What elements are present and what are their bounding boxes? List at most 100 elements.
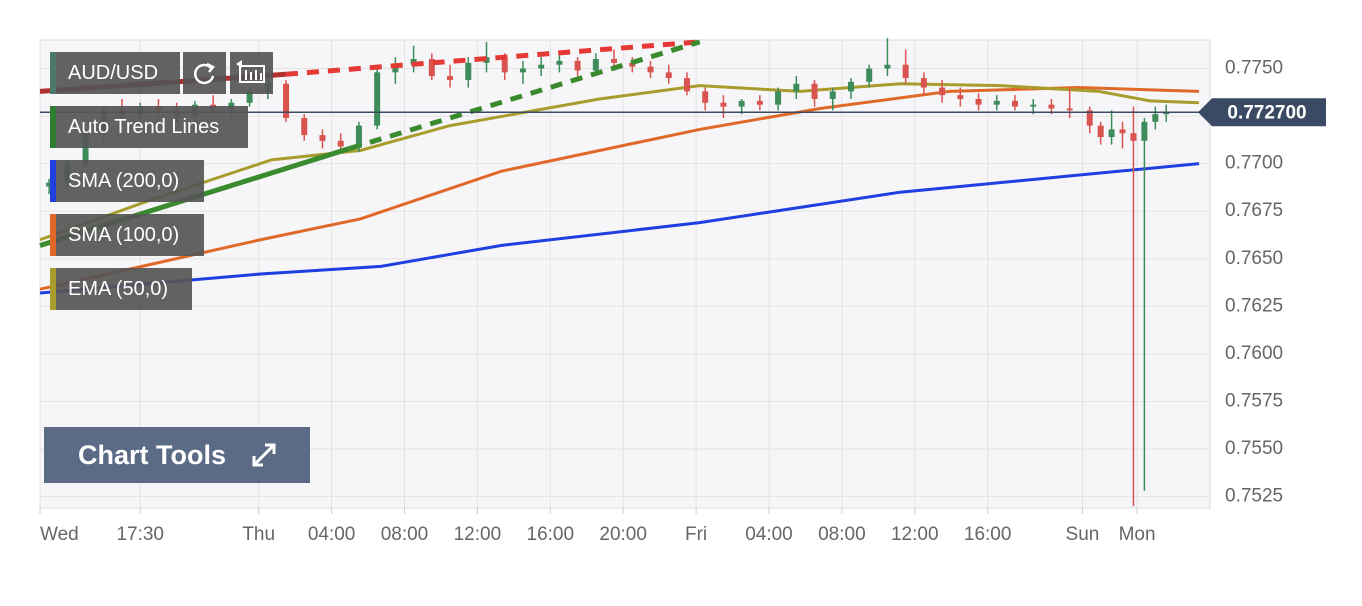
symbol-box[interactable]: AUD/USD <box>50 52 180 94</box>
x-tick-label: Sun <box>1066 524 1100 545</box>
candle-body <box>1066 108 1073 111</box>
candle-body <box>1119 129 1126 134</box>
candle-body <box>82 133 89 164</box>
candle-body <box>665 72 672 79</box>
candle-body <box>975 98 982 105</box>
legend-label: EMA (50,0) <box>68 278 169 300</box>
x-tick-label: 12:00 <box>454 524 502 545</box>
candle-body <box>1030 104 1037 107</box>
x-tick-label: 08:00 <box>381 524 429 545</box>
candle-body <box>811 83 818 99</box>
candle-body <box>428 59 435 77</box>
x-tick-label: Wed <box>40 524 79 545</box>
y-tick-label: 0.7700 <box>1225 153 1283 174</box>
history-icon <box>236 60 265 83</box>
candle-body <box>1141 121 1148 141</box>
y-tick-label: 0.7650 <box>1225 248 1283 269</box>
y-tick-label: 0.7600 <box>1225 343 1283 364</box>
candle-body <box>501 57 508 73</box>
candle-body <box>902 64 909 79</box>
candle-body <box>775 91 782 105</box>
refresh-icon <box>193 62 215 85</box>
candle-body <box>939 87 946 96</box>
candle-body <box>884 64 891 69</box>
legend-label: SMA (100,0) <box>68 224 180 246</box>
candle-body <box>592 59 599 71</box>
x-tick-label: Mon <box>1119 524 1156 545</box>
candle-body <box>355 125 362 147</box>
candle-body <box>1130 133 1137 141</box>
candle-body <box>1048 104 1055 109</box>
candle-body <box>574 60 581 71</box>
candle-body <box>283 83 290 118</box>
y-tick-label: 0.7625 <box>1225 295 1283 316</box>
x-tick-label: 17:30 <box>116 524 164 545</box>
x-tick-label: 20:00 <box>599 524 647 545</box>
candle-body <box>647 66 654 73</box>
chart-tools-button[interactable]: Chart Tools <box>44 427 310 483</box>
legend-entry: Auto Trend Lines <box>50 106 248 148</box>
trend-line <box>285 39 700 77</box>
legend-entry: SMA (100,0) <box>50 214 204 256</box>
candle-body <box>228 102 235 109</box>
last-price-marker <box>1198 98 1326 127</box>
x-tick-label: Fri <box>685 524 707 545</box>
expand-icon <box>252 443 276 467</box>
candle-body <box>337 140 344 147</box>
candle-body <box>702 91 709 103</box>
candle-body <box>447 76 454 80</box>
x-tick-label: 16:00 <box>964 524 1012 545</box>
candle-body <box>993 100 1000 105</box>
candle-body <box>46 182 53 187</box>
candle-body <box>246 91 253 103</box>
x-tick-label: 04:00 <box>745 524 793 545</box>
x-tick-label: 16:00 <box>527 524 575 545</box>
candle-body <box>829 91 836 99</box>
legend-label: SMA (200,0) <box>68 170 180 192</box>
candle-body <box>319 135 326 141</box>
candle-body <box>301 118 308 136</box>
ma-line <box>39 162 1200 295</box>
last-price-label: 0.772700 <box>1227 102 1306 123</box>
candle-body <box>556 60 563 65</box>
candle-body <box>611 59 618 63</box>
legend-entry: EMA (50,0) <box>50 268 192 310</box>
y-tick-label: 0.7525 <box>1225 486 1283 507</box>
candle-body <box>374 72 381 126</box>
candle-body <box>920 78 927 88</box>
y-tick-label: 0.7550 <box>1225 438 1283 459</box>
ma-line <box>39 82 1200 242</box>
y-tick-label: 0.7750 <box>1225 58 1283 79</box>
candle-body <box>392 64 399 73</box>
trend-line <box>349 39 701 151</box>
refresh-button[interactable] <box>183 52 226 94</box>
x-tick-label: 08:00 <box>818 524 866 545</box>
candle-body <box>1152 114 1159 122</box>
candle-body <box>683 78 690 92</box>
candle-body <box>756 100 763 105</box>
candle-body <box>1097 125 1104 138</box>
legend-entry: SMA (200,0) <box>50 160 204 202</box>
candle-body <box>738 100 745 107</box>
y-tick-label: 0.7575 <box>1225 390 1283 411</box>
candle-body <box>465 62 472 80</box>
candle-body <box>847 81 854 92</box>
history-button[interactable] <box>230 52 273 94</box>
x-tick-label: 04:00 <box>308 524 356 545</box>
legend-label: Auto Trend Lines <box>68 116 220 138</box>
candle-body <box>866 68 873 82</box>
candle-body <box>957 95 964 99</box>
candle-body <box>793 83 800 92</box>
symbol: AUD/USD <box>68 62 159 84</box>
x-tick-label: Thu <box>242 524 275 545</box>
candle-body <box>1163 112 1170 115</box>
candle-body <box>1086 110 1093 126</box>
y-tick-label: 0.7675 <box>1225 200 1283 221</box>
chart-tools-label: Chart Tools <box>78 440 226 470</box>
candle-body <box>1108 129 1115 138</box>
candle-body <box>538 64 545 69</box>
candle-body <box>519 68 526 73</box>
x-tick-label: 12:00 <box>891 524 939 545</box>
candle-body <box>720 102 727 107</box>
